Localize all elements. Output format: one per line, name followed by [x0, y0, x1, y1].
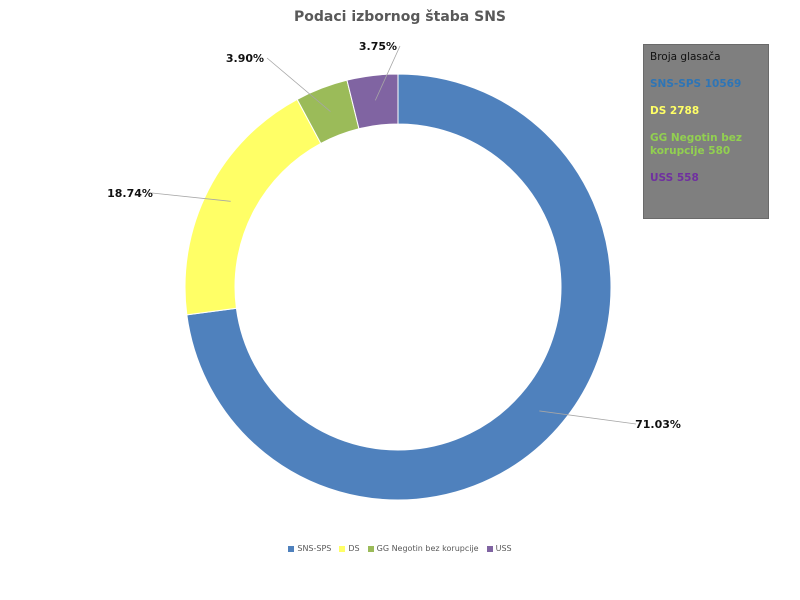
- leader-line: [266, 57, 331, 112]
- textbox-line-uss: USS 558: [650, 172, 699, 184]
- legend-swatch: [486, 545, 493, 552]
- leader-line: [374, 45, 401, 101]
- data-label: 18.74%: [107, 187, 153, 200]
- legend-item: SNS-SPS: [288, 544, 331, 553]
- legend-item: USS: [486, 544, 512, 553]
- legend-item: GG Negotin bez korupcije: [367, 544, 479, 553]
- data-label: 3.90%: [226, 52, 264, 65]
- legend-label: DS: [348, 544, 360, 553]
- legend-swatch: [367, 545, 374, 552]
- textbox-line-gg: GG Negotin bez korupcije 580: [650, 132, 743, 157]
- legend-swatch: [339, 545, 346, 552]
- legend-item: DS: [339, 544, 360, 553]
- chart-title: Podaci izbornog štaba SNS: [294, 9, 506, 25]
- leader-line: [539, 410, 637, 425]
- data-label: 71.03%: [635, 418, 681, 431]
- slice-ds: [184, 98, 322, 316]
- chart-legend: SNS-SPS DS GG Negotin bez korupcije USS: [0, 544, 800, 553]
- vote-count-textbox: Broja glasača SNS-SPS 10569 DS 2788 GG N…: [643, 44, 769, 219]
- legend-label: USS: [495, 544, 512, 553]
- textbox-line-ds: DS 2788: [650, 105, 700, 117]
- textbox-header: Broja glasača: [650, 51, 721, 63]
- data-label: 3.75%: [359, 40, 397, 53]
- legend-label: SNS-SPS: [297, 544, 332, 553]
- slice-uss: [346, 73, 399, 130]
- legend-label: GG Negotin bez korupcije: [376, 544, 479, 553]
- leader-line: [151, 192, 231, 202]
- slice-sns-sps: [186, 73, 612, 501]
- legend-swatch: [288, 545, 295, 552]
- textbox-line-sns-sps: SNS-SPS 10569: [650, 78, 742, 90]
